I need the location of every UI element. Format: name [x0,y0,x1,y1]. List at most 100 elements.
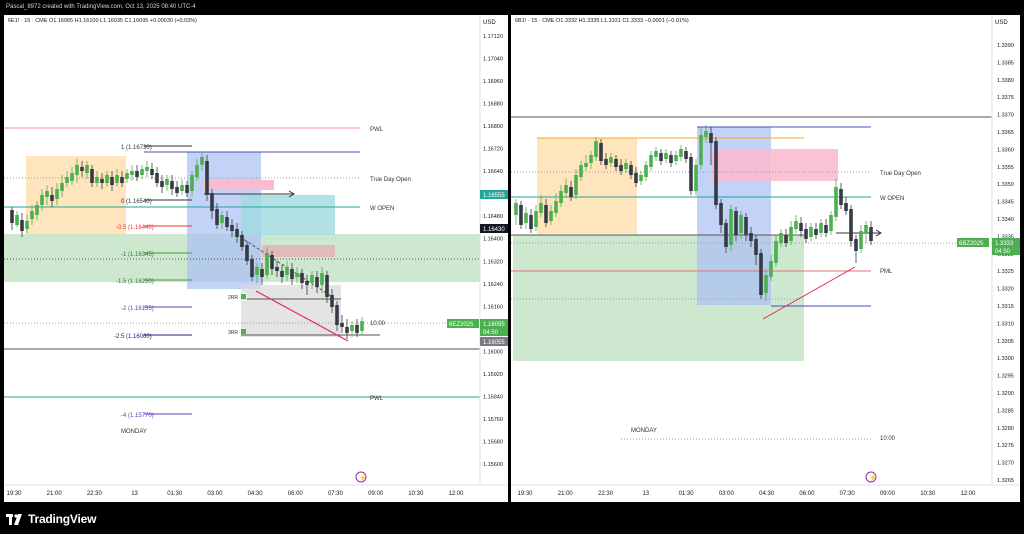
candle-body [55,189,59,199]
lightning-icon[interactable] [355,471,367,483]
y-tick-label: 1.16720 [483,147,503,153]
candle-body [639,175,643,181]
right-chart[interactable]: True Day Open W OPEN PML MONDAY 10:00 1.… [511,15,1020,502]
y-tick-label: 1.3380 [997,78,1014,84]
y-tick-label: 1.16400 [483,237,503,243]
candle-body [869,227,873,241]
candle-body [135,171,139,177]
y-tick-label: 1.3290 [997,391,1014,397]
symbol-tag [957,238,989,247]
candle-body [584,163,588,167]
candle-body [634,173,638,183]
candle-body [65,177,69,183]
candle-body [534,211,538,227]
svg-text:04:50: 04:50 [995,249,1011,255]
candle-body [320,273,324,285]
left-legend: 6E1! · 15 · CME O1.16065 H1.16100 L1.160… [8,18,197,24]
x-tick-label: 21:00 [47,491,63,497]
y-tick-label: 1.17120 [483,34,503,40]
candle-body [305,281,309,285]
y-tick-label: 1.3280 [997,426,1014,432]
left-y-axis[interactable]: 1.17120 1.17040 1.16960 1.16880 1.16800 1.167… [483,34,503,468]
x-tick-label: 12:00 [448,491,464,497]
candle-body [659,153,663,161]
trend-line [255,290,349,342]
right-currency[interactable]: USD [995,20,1008,26]
candle-body [75,165,79,175]
candle-body [70,173,74,181]
time-label: 10:00 [880,436,896,442]
candle-body [714,141,718,205]
y-tick-label: 1.3390 [997,43,1014,49]
right-x-axis[interactable]: 19:30 21:00 22:30 13 01:30 03:00 04:30 06:00 07:… [517,491,976,497]
candle-body [110,177,114,185]
candle-body [205,161,209,195]
candle-body [744,217,748,235]
candle-body [215,209,219,225]
fib-label: -1.5 (1.16250) [116,279,154,285]
candle-body [160,181,164,187]
candle-body [654,151,658,157]
low-price-tag [480,337,508,346]
candle-body [834,187,838,217]
candle-body [529,215,533,229]
y-tick-label: 1.15920 [483,372,503,378]
candle-body [829,215,833,231]
y-tick-label: 1.3370 [997,113,1014,119]
tradingview-logo[interactable]: TradingView [6,511,96,527]
candle-body [704,131,708,137]
pwl-bottom-label: PWL [370,396,384,402]
y-tick-label: 1.3385 [997,60,1014,66]
arrow-head [288,190,295,198]
x-tick-label: 07:30 [328,491,344,497]
right-legend: 6B1! · 15 · CME O1.3332 H1.3335 L1.3331 … [515,18,689,24]
candle-body [35,205,39,215]
y-tick-label: 1.16640 [483,169,503,175]
candle-body [559,191,563,203]
left-chart[interactable]: 1 (1.16730) 0 (1.16540) -0.5 (1.16440) -… [4,15,508,502]
tdo-label: True Day Open [370,177,411,183]
candle-body [325,275,329,297]
y-tick-label: 1.15760 [483,417,503,423]
candle-body [340,323,344,327]
candle-body [689,157,693,191]
candle-body [824,225,828,233]
candle-body [619,165,623,171]
y-tick-label: 1.3355 [997,165,1014,171]
svg-text:1.16430: 1.16430 [483,227,505,233]
candle-body [519,205,523,225]
candle-body [594,141,598,157]
x-tick-label: 01:30 [167,491,183,497]
candle-body [270,255,274,269]
wopen-label: W OPEN [370,206,394,212]
rr1-label: 2RR [228,295,238,301]
y-tick-label: 1.17040 [483,57,503,63]
x-tick-label: 03:00 [207,491,223,497]
svg-text:⚡: ⚡ [359,473,368,482]
left-x-axis[interactable]: 19:30 21:00 22:30 13 01:30 03:00 04:30 06:00 07:… [6,491,464,497]
teal-box [241,195,335,235]
y-tick-label: 1.3285 [997,408,1014,414]
right-chart-pane[interactable]: True Day Open W OPEN PML MONDAY 10:00 1.… [511,15,1020,502]
brand-name: TradingView [28,512,97,526]
pml-label: PML [880,269,893,275]
candle-body [145,167,149,171]
right-y-axis[interactable]: 1.3390 1.3385 1.3380 1.3375 1.3370 1.3365 1.33… [997,43,1014,484]
x-tick-label: 19:30 [6,491,22,497]
candle-body [794,221,798,229]
y-tick-label: 1.3275 [997,443,1014,449]
y-tick-label: 1.3335 [997,234,1014,240]
lightning-icon[interactable] [865,471,877,483]
x-tick-label: 13 [131,491,138,497]
candle-body [310,275,314,283]
left-chart-pane[interactable]: 1 (1.16730) 0 (1.16540) -0.5 (1.16440) -… [4,15,508,502]
candle-body [809,227,813,237]
tradingview-logo-icon [6,513,22,525]
candle-body [549,211,553,221]
y-tick-label: 1.16800 [483,124,503,130]
candle-body [564,185,568,193]
svg-text:6EZ2025: 6EZ2025 [449,322,474,328]
pink-box-2 [262,245,335,257]
y-tick-label: 1.16160 [483,304,503,310]
left-currency[interactable]: USD [483,20,496,26]
